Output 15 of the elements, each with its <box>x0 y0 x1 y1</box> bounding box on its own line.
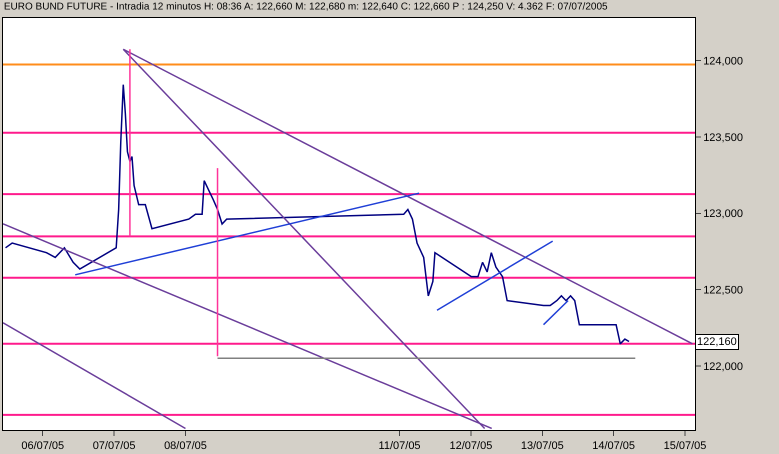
y-tick-label: 122,000 <box>703 360 743 373</box>
y-tick-label: 123,500 <box>703 132 743 144</box>
x-tick-label: 11/07/05 <box>378 440 421 452</box>
y-tick-label: 124,000 <box>703 56 743 68</box>
chart-title: EURO BUND FUTURE - Intradia 12 minutos H: 08:36 A: 122,660 M: 122,680 m: 122,640 C: 122,660 P : 124,250 V: 4.362 F: 07/07/2005 <box>4 1 608 12</box>
annotation: 122,160 <box>697 336 737 348</box>
x-tick-label: 15/07/05 <box>664 440 706 452</box>
x-tick-label: 13/07/05 <box>520 440 564 452</box>
y-tick-label: 122,500 <box>703 284 743 296</box>
y-tick-label: 123,000 <box>703 208 743 220</box>
x-tick-label: 08/07/05 <box>164 440 207 452</box>
x-tick-label: 12/07/05 <box>449 440 492 452</box>
x-tick-label: 14/07/05 <box>592 440 636 452</box>
x-tick-label: 06/07/05 <box>21 440 64 452</box>
x-tick-label: 07/07/05 <box>92 440 136 452</box>
